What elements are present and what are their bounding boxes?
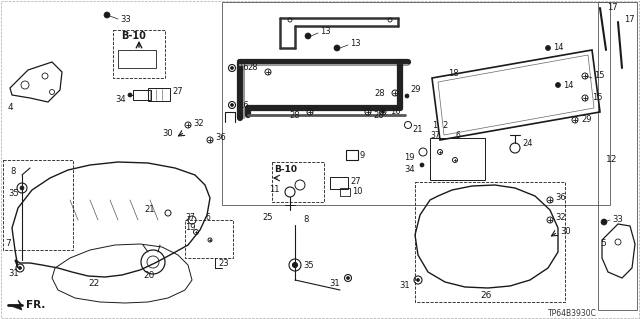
Text: 10: 10 bbox=[352, 188, 362, 197]
Bar bbox=[415, 182, 565, 302]
Text: 17: 17 bbox=[607, 4, 618, 12]
Text: 35: 35 bbox=[8, 189, 19, 197]
Text: 12: 12 bbox=[606, 155, 618, 165]
Text: 20: 20 bbox=[143, 271, 154, 279]
Bar bbox=[113, 30, 165, 78]
Bar bbox=[330, 177, 348, 189]
Text: 13: 13 bbox=[350, 40, 360, 48]
Text: 4: 4 bbox=[8, 103, 13, 113]
Text: 27: 27 bbox=[172, 87, 182, 97]
Bar bbox=[148, 88, 170, 101]
Text: 26: 26 bbox=[480, 292, 492, 300]
Text: 19: 19 bbox=[404, 152, 415, 161]
Bar bbox=[133, 90, 151, 100]
Text: 15: 15 bbox=[594, 71, 605, 80]
Polygon shape bbox=[8, 300, 22, 310]
Text: 32: 32 bbox=[193, 118, 204, 128]
Circle shape bbox=[545, 46, 550, 50]
Text: 2: 2 bbox=[442, 121, 447, 130]
Circle shape bbox=[417, 278, 419, 281]
Text: 34: 34 bbox=[404, 166, 415, 174]
Text: 18: 18 bbox=[448, 69, 459, 78]
Text: 9: 9 bbox=[360, 151, 365, 160]
Circle shape bbox=[381, 110, 385, 114]
Text: 36: 36 bbox=[555, 194, 566, 203]
Text: 27: 27 bbox=[350, 177, 360, 187]
Text: 7: 7 bbox=[5, 239, 11, 248]
Text: 11: 11 bbox=[269, 186, 280, 195]
Text: 32: 32 bbox=[555, 213, 566, 222]
Text: 13: 13 bbox=[320, 27, 331, 36]
Text: 37: 37 bbox=[430, 130, 440, 139]
Bar bbox=[118, 50, 156, 68]
Text: B-10: B-10 bbox=[274, 166, 297, 174]
Text: 19: 19 bbox=[185, 222, 195, 232]
Text: 1: 1 bbox=[432, 121, 437, 130]
Text: 25: 25 bbox=[262, 213, 273, 222]
Text: 16: 16 bbox=[390, 108, 401, 116]
Text: TP64B3930C: TP64B3930C bbox=[548, 308, 597, 317]
Circle shape bbox=[601, 219, 607, 225]
Text: 28: 28 bbox=[289, 110, 300, 120]
Text: 37: 37 bbox=[185, 213, 195, 222]
Circle shape bbox=[334, 45, 340, 51]
Text: 21: 21 bbox=[145, 205, 155, 214]
Text: 34: 34 bbox=[115, 95, 126, 105]
Text: 28: 28 bbox=[373, 110, 383, 120]
Text: 17: 17 bbox=[624, 16, 635, 25]
Bar bbox=[222, 2, 610, 205]
Bar bbox=[272, 162, 324, 202]
Text: 31: 31 bbox=[399, 281, 410, 291]
Text: 28: 28 bbox=[248, 63, 258, 72]
Bar bbox=[598, 2, 637, 310]
Text: 28: 28 bbox=[374, 88, 385, 98]
Circle shape bbox=[104, 12, 110, 18]
Text: 6: 6 bbox=[455, 130, 460, 139]
Circle shape bbox=[20, 186, 24, 190]
Bar bbox=[430, 138, 485, 180]
Text: 5: 5 bbox=[600, 240, 605, 249]
Bar bbox=[340, 188, 350, 196]
Text: 14: 14 bbox=[553, 43, 563, 53]
Bar bbox=[185, 220, 233, 258]
Circle shape bbox=[420, 163, 424, 167]
Text: 9: 9 bbox=[238, 113, 243, 122]
Text: 23: 23 bbox=[218, 258, 228, 268]
Text: 8: 8 bbox=[303, 216, 308, 225]
Text: FR.: FR. bbox=[26, 300, 45, 310]
Circle shape bbox=[128, 93, 132, 97]
Text: 33: 33 bbox=[612, 216, 623, 225]
Text: B-10: B-10 bbox=[121, 31, 146, 41]
Text: 14: 14 bbox=[563, 80, 573, 90]
Text: 16: 16 bbox=[238, 100, 248, 109]
Circle shape bbox=[230, 66, 234, 70]
Text: 22: 22 bbox=[88, 279, 99, 288]
Circle shape bbox=[19, 266, 22, 270]
Circle shape bbox=[346, 277, 349, 279]
Text: 31: 31 bbox=[8, 270, 19, 278]
Text: 29: 29 bbox=[581, 115, 591, 124]
Text: 36: 36 bbox=[215, 133, 226, 143]
Text: 16: 16 bbox=[238, 63, 248, 72]
Bar bbox=[3, 160, 73, 250]
Text: 24: 24 bbox=[522, 138, 532, 147]
Circle shape bbox=[305, 33, 311, 39]
Text: 30: 30 bbox=[560, 227, 571, 236]
Text: 21: 21 bbox=[412, 125, 422, 135]
Text: 33: 33 bbox=[120, 14, 131, 24]
Text: 6: 6 bbox=[205, 213, 210, 222]
Circle shape bbox=[405, 94, 409, 98]
Text: 31: 31 bbox=[330, 278, 340, 287]
Text: 35: 35 bbox=[303, 261, 314, 270]
Circle shape bbox=[230, 103, 234, 107]
Text: 30: 30 bbox=[162, 129, 173, 137]
Circle shape bbox=[556, 83, 561, 87]
Text: 8: 8 bbox=[10, 167, 15, 176]
Text: 29: 29 bbox=[410, 85, 420, 94]
Bar bbox=[346, 150, 358, 160]
Circle shape bbox=[292, 263, 298, 268]
Text: 15: 15 bbox=[592, 93, 602, 102]
